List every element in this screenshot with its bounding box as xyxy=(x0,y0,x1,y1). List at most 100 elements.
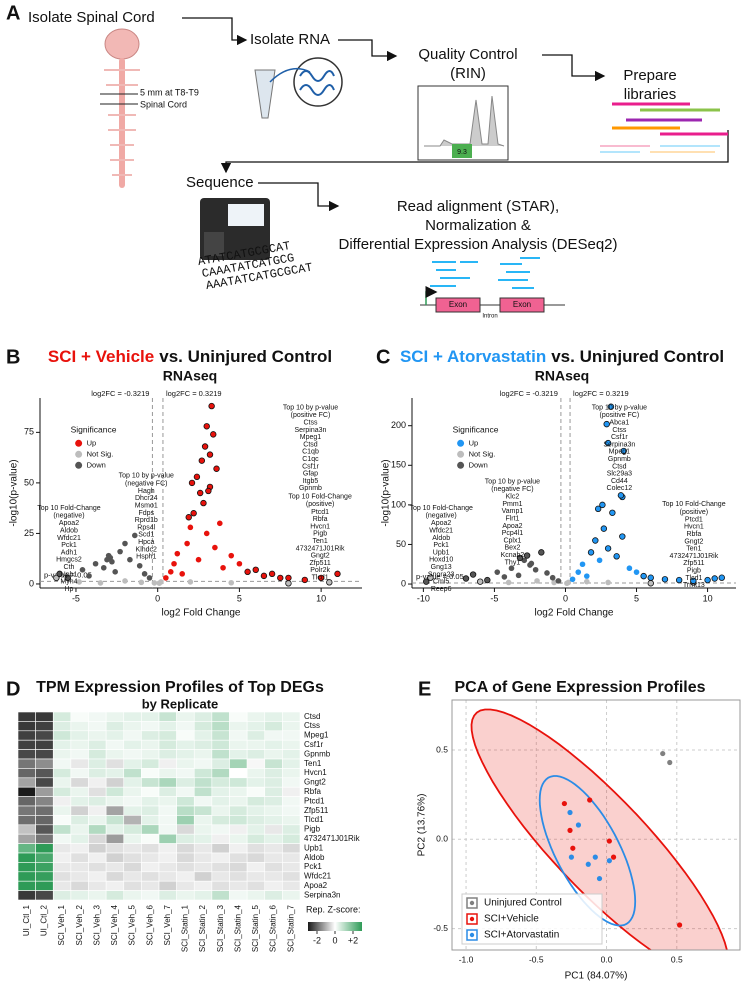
heatmap-cell xyxy=(70,758,89,769)
point xyxy=(609,509,616,516)
x-tick-label: 5 xyxy=(634,593,639,603)
heatmap-cell xyxy=(282,749,301,760)
legend-swatch xyxy=(469,932,475,938)
heatmap-cell xyxy=(229,739,248,750)
heatmap-cell xyxy=(52,786,72,797)
heatmap-cell xyxy=(105,730,125,741)
step-label: Sequence xyxy=(186,174,254,191)
point xyxy=(127,556,133,563)
point xyxy=(647,580,654,587)
heatmap-cell xyxy=(17,843,36,854)
heatmap-cell xyxy=(282,862,301,873)
point xyxy=(427,574,434,581)
heatmap-cell xyxy=(193,758,213,769)
heatmap-cell xyxy=(88,852,107,863)
heatmap-cell xyxy=(264,815,283,826)
panel-label: C xyxy=(376,346,390,368)
point xyxy=(613,553,620,560)
heatmap-cell xyxy=(176,833,195,844)
gene-label: Csf1r xyxy=(611,434,628,441)
y-tick-label: 0 xyxy=(29,578,34,588)
point xyxy=(690,577,697,585)
point xyxy=(228,552,235,559)
heatmap-cell xyxy=(70,777,89,788)
row-label: Upb1 xyxy=(304,843,324,852)
gene-label: Rprd1b xyxy=(135,517,158,524)
x-tick-label: 10 xyxy=(316,593,326,603)
heatmap-cell xyxy=(88,749,107,760)
heatmap-cell xyxy=(105,880,125,891)
heatmap-cell xyxy=(211,796,230,807)
heatmap-cell xyxy=(52,871,72,882)
x-tick-label: 5 xyxy=(237,593,242,603)
heatmap-cell xyxy=(282,739,301,750)
heatmap-cell xyxy=(211,749,230,760)
heatmap-cell xyxy=(52,890,72,901)
heatmap-cell xyxy=(105,871,125,882)
heatmap-cell xyxy=(264,890,283,901)
heatmap-cell xyxy=(141,880,160,891)
heatmap-cell xyxy=(158,890,177,901)
gene-label: Adh1 xyxy=(61,549,77,556)
heatmap-cell xyxy=(158,833,177,844)
column-label: UI_Ctl_2 xyxy=(40,904,49,936)
heatmap-cell xyxy=(193,749,213,760)
heatmap-cell xyxy=(88,730,107,741)
heatmap-cell xyxy=(52,796,72,807)
exon-label: Exon xyxy=(449,300,467,309)
heatmap-cell xyxy=(211,777,230,788)
point xyxy=(112,569,118,575)
heatmap-cell xyxy=(35,786,54,797)
heatmap-cell xyxy=(105,786,125,797)
heatmap-cell xyxy=(52,711,72,722)
gene-label: Ten1 xyxy=(313,538,328,545)
point xyxy=(484,576,491,584)
column-label: SCI_Veh_3 xyxy=(92,904,101,945)
point xyxy=(185,514,192,521)
heatmap-cell xyxy=(158,805,177,816)
point xyxy=(640,572,647,580)
heatmap-cell xyxy=(229,871,248,882)
heatmap-cell xyxy=(17,880,36,891)
point xyxy=(617,492,625,499)
y-tick-label: 200 xyxy=(391,420,406,430)
spinal-cord-icon xyxy=(100,28,140,188)
heatmap-cell xyxy=(52,862,72,873)
heatmap-cell xyxy=(246,815,266,826)
rna-icon xyxy=(254,57,343,119)
point xyxy=(64,574,71,582)
panel-label: D xyxy=(6,678,20,700)
heatmap-cell xyxy=(211,824,230,835)
legend-swatch xyxy=(469,916,475,922)
point xyxy=(122,578,128,584)
heatmap-cell xyxy=(246,758,266,769)
point xyxy=(661,576,669,583)
heatmap-cell xyxy=(193,805,213,816)
chart-title: SCI + Vehicle vs. Uninjured Control xyxy=(48,347,332,366)
point xyxy=(423,578,430,585)
heatmap-cell xyxy=(123,843,142,854)
plot-frame xyxy=(451,699,741,951)
point xyxy=(592,537,599,544)
heatmap-cell xyxy=(35,721,54,732)
gene-label: Cml5 xyxy=(433,579,449,586)
point xyxy=(505,579,512,586)
point xyxy=(620,447,627,455)
heatmap-cell xyxy=(105,796,125,807)
point xyxy=(97,580,104,586)
heatmap-cell xyxy=(193,833,213,844)
gene-label: Serpina3n xyxy=(295,427,327,434)
heatmap-cell xyxy=(193,721,213,732)
heatmap-cell xyxy=(35,852,54,863)
gene-label: Snora23 xyxy=(428,571,455,578)
point xyxy=(187,579,194,585)
point xyxy=(528,560,535,567)
heatmap-cell xyxy=(282,843,301,854)
point xyxy=(174,550,181,557)
gene-label: Gfap xyxy=(303,471,318,478)
heatmap-cell xyxy=(264,758,283,769)
heatmap-cell xyxy=(17,824,36,835)
gene-label: Bex2 xyxy=(504,545,520,552)
gene-label: C1qb xyxy=(302,449,319,456)
exon-label: Exon xyxy=(513,300,531,309)
